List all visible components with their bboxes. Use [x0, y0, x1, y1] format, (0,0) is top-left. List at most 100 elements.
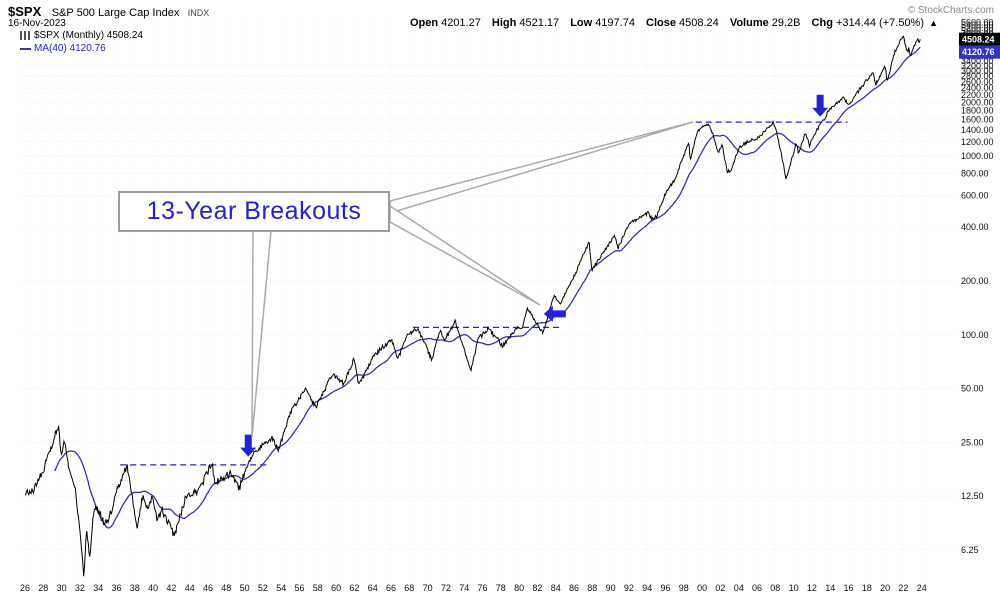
y-axis-label: 1800.00: [961, 106, 994, 116]
y-axis-label: 200.00: [961, 276, 989, 286]
x-axis-label: 60: [331, 583, 341, 593]
ma-tag-value: 4120.76: [962, 47, 995, 57]
close-value: 4508.24: [678, 17, 719, 29]
y-axis-label: 2200.00: [961, 90, 994, 100]
x-axis-label: 34: [93, 583, 103, 593]
y-axis-label: 100.00: [961, 330, 989, 340]
legend-ma: MA(40) 4120.76: [34, 43, 106, 54]
x-axis-label: 08: [770, 583, 780, 593]
y-axis-label: 600.00: [961, 191, 989, 201]
breakout-arrow-icon: [543, 305, 566, 322]
quote-bar: Open 4201.27 High 4521.17 Low 4197.74 Close…: [402, 17, 938, 29]
chg-value: +314.44 (+7.50%): [835, 17, 925, 29]
x-axis-label: 62: [349, 583, 359, 593]
x-axis-label: 10: [789, 583, 799, 593]
x-axis-label: 44: [185, 583, 195, 593]
ma-tag: [959, 45, 1000, 59]
x-axis-label: 96: [660, 583, 670, 593]
low-value: 4197.74: [595, 17, 635, 29]
breakout-arrow-icon: [240, 434, 257, 457]
x-axis-label: 64: [368, 583, 378, 593]
x-axis-label: 98: [679, 583, 689, 593]
chart-date: 16-Nov-2023: [8, 18, 66, 29]
x-axis-label: 78: [496, 583, 506, 593]
y-axis-label: 5400.00: [961, 20, 994, 30]
callout-pointer: [389, 204, 541, 306]
price-line: [24, 35, 921, 577]
x-axis-label: 68: [404, 583, 414, 593]
y-axis-label: 1400.00: [961, 125, 994, 135]
volume-label: Volume: [729, 17, 769, 29]
y-axis-label: 2000.00: [961, 97, 994, 107]
header: $SPX S&P 500 Large Cap Index INDX: [8, 3, 209, 21]
breakouts-callout-text: 13-Year Breakouts: [146, 197, 362, 225]
y-axis-label: 50.00: [961, 384, 984, 394]
y-axis-label: 1200.00: [961, 137, 994, 147]
legend-price-row: $SPX (Monthly) 4508.24: [20, 29, 143, 42]
x-axis-label: 18: [862, 583, 872, 593]
close-label: Close: [646, 17, 676, 29]
ma-line-sample-icon: [20, 47, 31, 50]
x-axis-label: 24: [917, 583, 927, 593]
y-axis-label: 1000.00: [961, 151, 994, 161]
index-name: S&P 500 Large Cap Index: [51, 7, 180, 19]
y-axis-label: 800.00: [961, 168, 989, 178]
y-axis-label: 25.00: [961, 437, 984, 447]
callout-pointer: [389, 121, 694, 215]
x-axis-label: 82: [532, 583, 542, 593]
x-axis-label: 46: [203, 583, 213, 593]
callout-pointer: [251, 230, 272, 438]
y-axis-label: 2400.00: [961, 83, 994, 93]
legend-ma-row: MA(40) 4120.76: [20, 42, 143, 55]
x-axis-label: 30: [57, 583, 67, 593]
y-axis-label: 5600.00: [961, 17, 994, 27]
exchange-label: INDX: [187, 8, 210, 18]
y-axis-label: 5000.00: [961, 26, 994, 36]
x-axis-label: 58: [313, 583, 323, 593]
x-axis-label: 42: [166, 583, 176, 593]
x-axis-label: 84: [551, 583, 561, 593]
x-axis-label: 40: [148, 583, 158, 593]
copyright: © StockCharts.com: [907, 5, 994, 16]
x-axis-label: 52: [258, 583, 268, 593]
x-axis-label: 88: [587, 583, 597, 593]
x-axis-label: 74: [459, 583, 469, 593]
x-axis-label: 92: [624, 583, 634, 593]
open-value: 4201.27: [441, 17, 481, 29]
price-tag: [959, 32, 1000, 46]
y-axis-label: 3000.00: [961, 66, 994, 76]
x-axis-label: 12: [807, 583, 817, 593]
price-tag-value: 4508.24: [962, 35, 995, 45]
x-axis-label: 04: [734, 583, 744, 593]
x-axis-label: 06: [752, 583, 762, 593]
high-value: 4521.17: [519, 17, 560, 29]
x-axis-label: 72: [441, 583, 451, 593]
high-label: High: [491, 17, 517, 29]
y-axis-label: 400.00: [961, 222, 989, 232]
candlestick-icon: [20, 31, 30, 40]
y-axis-label: 1600.00: [961, 115, 994, 125]
x-axis-label: 94: [642, 583, 652, 593]
y-axis-label: 2600.00: [961, 77, 994, 87]
breakout-arrow-icon: [812, 94, 829, 117]
x-axis-label: 16: [843, 583, 853, 593]
legend-price: $SPX (Monthly) 4508.24: [34, 30, 143, 41]
x-axis-label: 36: [111, 583, 121, 593]
x-axis-label: 50: [240, 583, 250, 593]
up-triangle-icon: ▲: [929, 18, 938, 28]
low-label: Low: [570, 17, 593, 29]
x-axis-label: 00: [697, 583, 707, 593]
chg-label: Chg: [811, 17, 833, 29]
y-axis-label: 3200.00: [961, 61, 994, 71]
x-axis-label: 56: [294, 583, 304, 593]
open-label: Open: [409, 17, 439, 29]
ma-line: [54, 46, 921, 529]
volume-value: 29.2B: [771, 17, 801, 29]
y-axis-label: 5200.00: [961, 23, 994, 33]
x-axis-label: 70: [423, 583, 433, 593]
x-axis-label: 14: [825, 583, 835, 593]
legend: $SPX (Monthly) 4508.24 MA(40) 4120.76: [20, 29, 143, 55]
x-axis-label: 32: [75, 583, 85, 593]
